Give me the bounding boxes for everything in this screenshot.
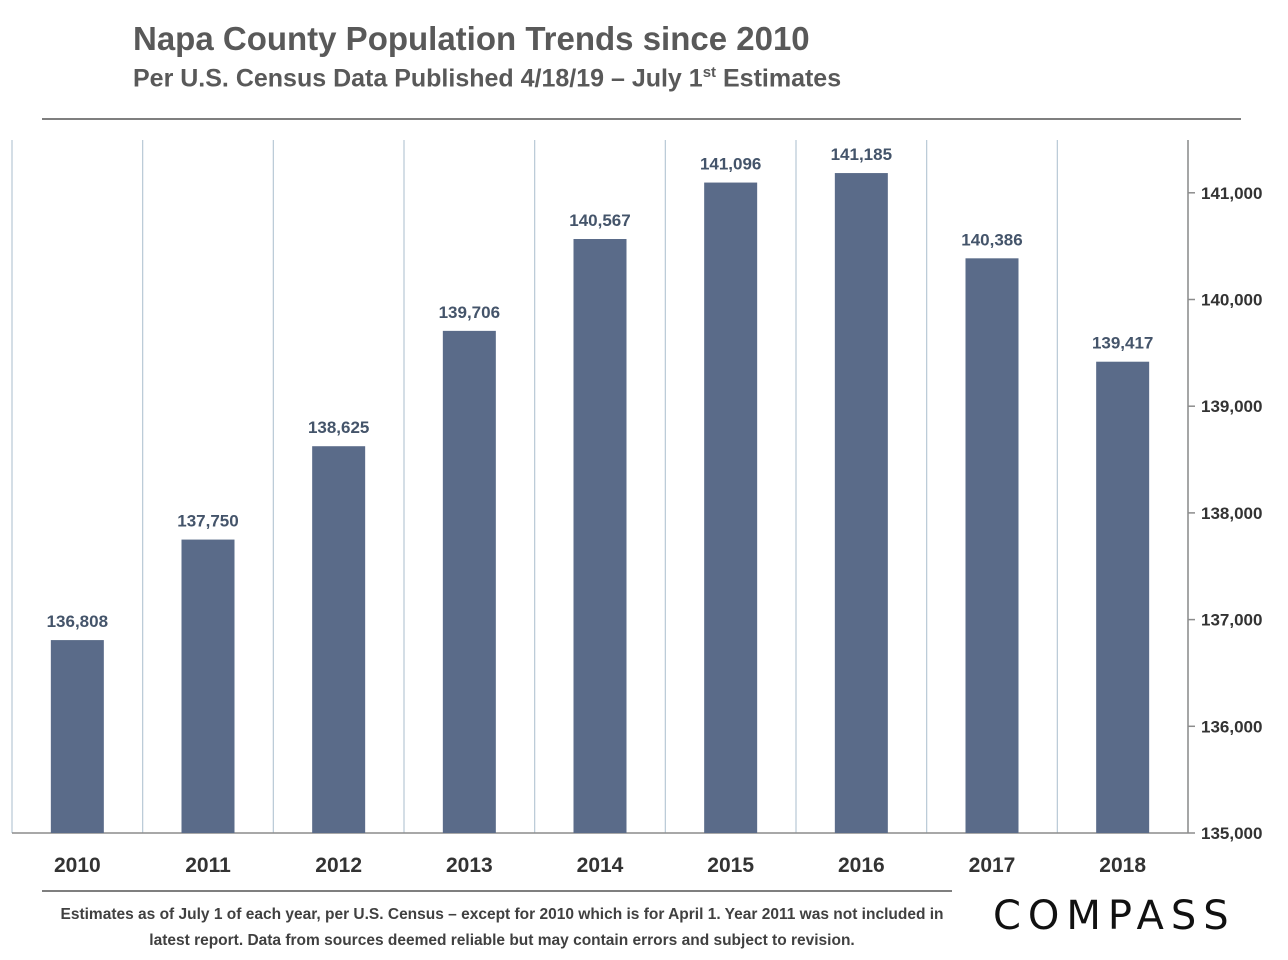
value-label: 140,386 xyxy=(961,230,1022,249)
bar-2017 xyxy=(965,258,1019,833)
value-label: 137,750 xyxy=(177,512,238,531)
y-tick-label: 140,000 xyxy=(1201,291,1262,310)
x-tick-label: 2011 xyxy=(185,854,231,877)
chart-subtitle: Per U.S. Census Data Published 4/18/19 –… xyxy=(133,64,841,93)
y-tick-label: 135,000 xyxy=(1201,824,1262,843)
x-tick-label: 2014 xyxy=(577,854,624,877)
value-label: 140,567 xyxy=(569,211,630,230)
bar-2013 xyxy=(442,330,496,833)
x-tick-label: 2010 xyxy=(54,854,101,877)
subtitle-suffix: Estimates xyxy=(716,64,842,93)
bar-2011 xyxy=(181,539,235,833)
bar-2018 xyxy=(1096,361,1150,833)
footnote: Estimates as of July 1 of each year, per… xyxy=(60,906,944,949)
footnote-divider xyxy=(42,890,952,892)
value-label: 136,808 xyxy=(47,612,108,631)
bar-2014 xyxy=(573,239,627,833)
bar-2012 xyxy=(312,446,366,833)
title-divider xyxy=(42,118,1241,120)
value-label: 139,706 xyxy=(439,303,500,322)
x-tick-label: 2015 xyxy=(707,854,754,877)
bar-2016 xyxy=(834,173,888,834)
x-tick-label: 2016 xyxy=(838,854,885,877)
value-label: 139,417 xyxy=(1092,334,1153,353)
x-tick-label: 2018 xyxy=(1099,854,1146,877)
value-label: 138,625 xyxy=(308,418,369,437)
x-tick-label: 2012 xyxy=(315,854,362,877)
value-label: 141,185 xyxy=(831,145,892,164)
y-tick-label: 138,000 xyxy=(1201,504,1262,523)
subtitle-superscript: st xyxy=(702,64,717,81)
x-tick-label: 2017 xyxy=(969,854,1016,877)
chart-title: Napa County Population Trends since 2010 xyxy=(133,20,810,57)
y-tick-label: 137,000 xyxy=(1201,611,1262,630)
x-tick-label: 2013 xyxy=(446,854,493,877)
value-label: 141,096 xyxy=(700,155,761,174)
bar-2015 xyxy=(704,182,758,834)
bar-2010 xyxy=(50,640,104,833)
y-tick-label: 141,000 xyxy=(1201,184,1262,203)
compass-logo: COMPASS xyxy=(993,893,1236,939)
y-tick-label: 139,000 xyxy=(1201,397,1262,416)
subtitle-main: Per U.S. Census Data Published 4/18/19 –… xyxy=(133,64,703,93)
y-tick-label: 136,000 xyxy=(1201,717,1262,736)
